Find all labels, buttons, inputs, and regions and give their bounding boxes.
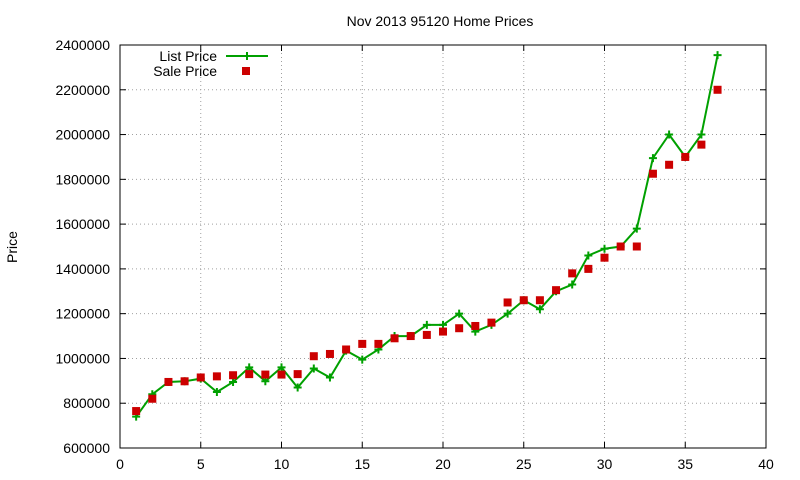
list-price-point (309, 364, 318, 373)
tick-label-x: 35 (677, 456, 693, 472)
tick-label-x: 25 (516, 456, 532, 472)
tick-label-y: 2000000 (55, 127, 110, 143)
sale-price-point (261, 370, 270, 379)
list-price-point (325, 373, 334, 382)
list-price-point (293, 383, 302, 392)
list-price-point (212, 388, 221, 397)
sale-price-point (277, 370, 286, 379)
sale-price-point (309, 352, 318, 361)
tick-label-x: 40 (758, 456, 774, 472)
legend-swatch-list-price (226, 52, 268, 60)
tick-label-x: 15 (354, 456, 370, 472)
sale-price-point (648, 169, 657, 178)
y-axis-label: Price (4, 231, 20, 263)
list-price-point (245, 363, 254, 372)
sale-price-point (519, 296, 528, 305)
tick-label-x: 30 (597, 456, 613, 472)
tick-label-y: 2200000 (55, 82, 110, 98)
list-price-line (135, 54, 719, 418)
list-price-point (358, 355, 367, 364)
sale-price-point (390, 334, 399, 343)
sale-price-point (632, 242, 641, 251)
legend-label-list-price: List Price (159, 48, 217, 64)
list-price-point (535, 305, 544, 314)
sale-price-point (212, 372, 221, 381)
sale-price-point (455, 324, 464, 333)
list-price-point (503, 309, 512, 318)
tick-label-y: 1600000 (55, 216, 110, 232)
tick-label-x: 0 (116, 456, 124, 472)
sale-price-point (422, 330, 431, 339)
grid (120, 45, 766, 448)
list-price-point (229, 377, 238, 386)
legend-marker-list-price (243, 52, 251, 60)
tick-label-y: 1800000 (55, 171, 110, 187)
sale-price-point (358, 339, 367, 348)
legend-swatch-sale-price (242, 67, 250, 75)
list-price-point (277, 363, 286, 372)
sale-price-point (713, 85, 722, 94)
sale-price-point (681, 152, 690, 161)
sale-price-point (342, 345, 351, 354)
tick-label-y: 1000000 (55, 350, 110, 366)
sale-price-point (697, 140, 706, 149)
legend-marker-sale-price (242, 67, 250, 75)
list-price-point (584, 251, 593, 260)
sale-price-point (487, 318, 496, 327)
list-price-point (600, 244, 609, 253)
series-list-price (132, 51, 722, 421)
tick-label-x: 20 (435, 456, 451, 472)
sale-price-point (406, 332, 415, 341)
list-price-point (697, 130, 706, 139)
sale-price-point (180, 377, 189, 386)
sale-price-point (132, 407, 141, 416)
legend-label-sale-price: Sale Price (153, 63, 217, 79)
sale-price-point (293, 370, 302, 379)
sale-price-point (503, 298, 512, 307)
tick-label-y: 800000 (63, 395, 110, 411)
tick-label-y: 1400000 (55, 261, 110, 277)
sale-price-point (164, 377, 173, 386)
sale-price-point (568, 269, 577, 278)
plot-frame (119, 44, 767, 449)
sale-price-point (535, 296, 544, 305)
tick-label-y: 600000 (63, 440, 110, 456)
sale-price-point (665, 160, 674, 169)
sale-price-point (584, 264, 593, 273)
tick-label-y: 2400000 (55, 37, 110, 53)
sale-price-point (439, 327, 447, 336)
sale-price-point (616, 242, 625, 251)
series-sale-price (132, 85, 722, 416)
sale-price-point (245, 370, 254, 379)
tick-label-x: 5 (197, 456, 205, 472)
tick-label-x: 10 (274, 456, 290, 472)
sale-price-point (552, 286, 561, 295)
chart-title: Nov 2013 95120 Home Prices (347, 13, 534, 29)
list-price-point (713, 51, 722, 60)
list-price-point (422, 320, 431, 329)
list-price-point (261, 377, 270, 386)
sale-price-point (148, 394, 157, 403)
sale-price-point (471, 321, 480, 330)
legend: List Price Sale Price (153, 48, 268, 79)
series (132, 51, 722, 421)
sale-price-point (374, 339, 383, 348)
list-price-point (439, 320, 447, 329)
sale-price-point (600, 253, 609, 262)
tick-label-y: 1200000 (55, 306, 110, 322)
list-price-point (665, 130, 674, 139)
sale-price-point (196, 373, 205, 382)
list-price-point (648, 154, 657, 163)
sale-price-point (325, 349, 334, 358)
sale-price-point (229, 371, 238, 380)
list-price-point (568, 280, 577, 289)
list-price-point (455, 309, 464, 318)
list-price-point (632, 224, 641, 233)
axis-ticks: 0 5 10 15 20 25 30 35 40 600000 800000 1000000 12000… (55, 37, 774, 472)
